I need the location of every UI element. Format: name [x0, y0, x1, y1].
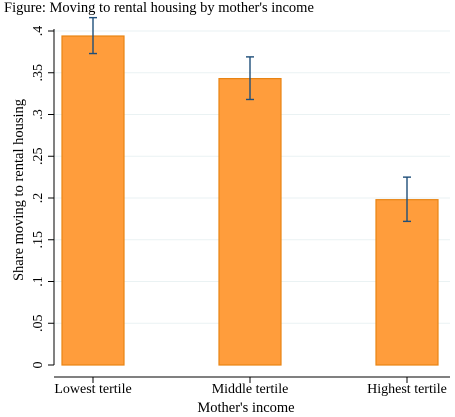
bar	[61, 35, 125, 366]
error-bar	[89, 16, 97, 55]
y-tick-label: .1	[31, 276, 46, 287]
x-tick-label: Middle tertile	[212, 382, 289, 397]
y-tick-label: .15	[31, 231, 46, 249]
bar	[375, 199, 439, 366]
y-tick-label: .4	[31, 26, 46, 37]
y-tick-label: .3	[31, 109, 46, 120]
y-tick-label: .05	[31, 315, 46, 333]
error-bar	[403, 176, 411, 223]
y-tick-label: .2	[31, 193, 46, 204]
bar	[218, 77, 282, 366]
axes	[48, 29, 450, 383]
y-axis-title: Share moving to rental housing	[11, 99, 27, 281]
tick-labels: 0 .05 .1 .15 .2 .25 .3 .35 .4 Lowest tertile Middl…	[31, 26, 447, 397]
cropped-figure-title: Figure: Moving to rental housing by moth…	[4, 0, 314, 16]
x-tick-label: Highest tertile	[367, 382, 447, 397]
bars	[61, 35, 439, 366]
y-tick-label: 0	[31, 362, 46, 369]
y-tick-label: .35	[31, 64, 46, 82]
error-bar	[246, 56, 254, 101]
y-tick-label: .25	[31, 148, 46, 166]
error-bars	[89, 16, 411, 223]
x-tick-label: Lowest tertile	[54, 382, 131, 397]
x-axis-title: Mother's income	[197, 400, 294, 416]
